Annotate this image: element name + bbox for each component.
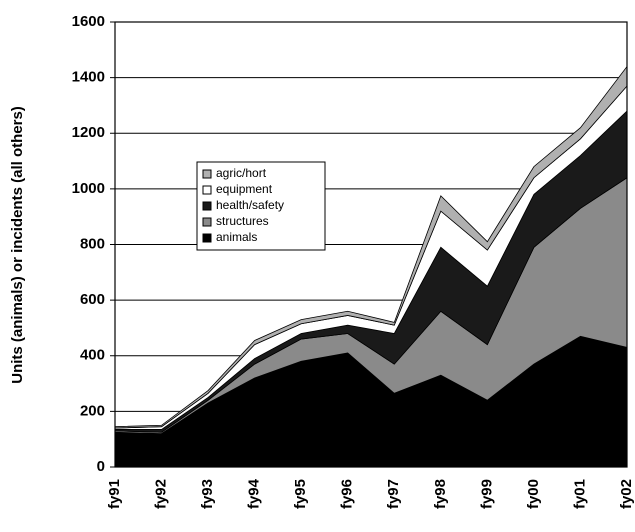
x-tick-label: fy02 — [618, 479, 635, 509]
y-tick-label: 0 — [97, 458, 105, 475]
legend-label: equipment — [216, 182, 273, 196]
x-tick-label: fy92 — [153, 479, 170, 509]
x-tick-label: fy94 — [246, 478, 263, 509]
x-tick-label: fy98 — [432, 479, 449, 509]
legend-swatch — [202, 217, 212, 227]
y-tick-label: 800 — [80, 235, 105, 252]
x-tick-label: fy01 — [571, 479, 588, 509]
legend-swatch — [202, 201, 212, 211]
legend-box — [196, 161, 326, 251]
y-tick-label: 1000 — [72, 180, 105, 197]
x-tick-label: fy91 — [106, 479, 123, 509]
legend-label: animals — [216, 230, 257, 244]
x-tick-label: fy00 — [525, 479, 542, 509]
x-tick-label: fy97 — [385, 479, 402, 509]
y-tick-label: 400 — [80, 347, 105, 364]
x-tick-label: fy93 — [199, 479, 216, 509]
x-tick-label: fy96 — [339, 479, 356, 509]
legend-label: health/safety — [216, 198, 284, 212]
y-tick-label: 1600 — [72, 13, 105, 30]
legend-label: structures — [216, 214, 269, 228]
legend-swatch — [202, 169, 212, 179]
y-tick-label: 1400 — [72, 69, 105, 86]
x-tick-label: fy99 — [478, 479, 495, 509]
legend-swatch — [202, 185, 212, 195]
x-tick-label: fy95 — [292, 479, 309, 509]
legend-swatch — [202, 233, 212, 243]
y-axis-label: Units (animals) or incidents (all others… — [9, 106, 26, 384]
legend-label: agric/hort — [216, 166, 267, 180]
y-tick-label: 1200 — [72, 124, 105, 141]
plot-frame — [114, 21, 628, 468]
y-tick-label: 200 — [80, 402, 105, 419]
y-tick-label: 600 — [80, 291, 105, 308]
